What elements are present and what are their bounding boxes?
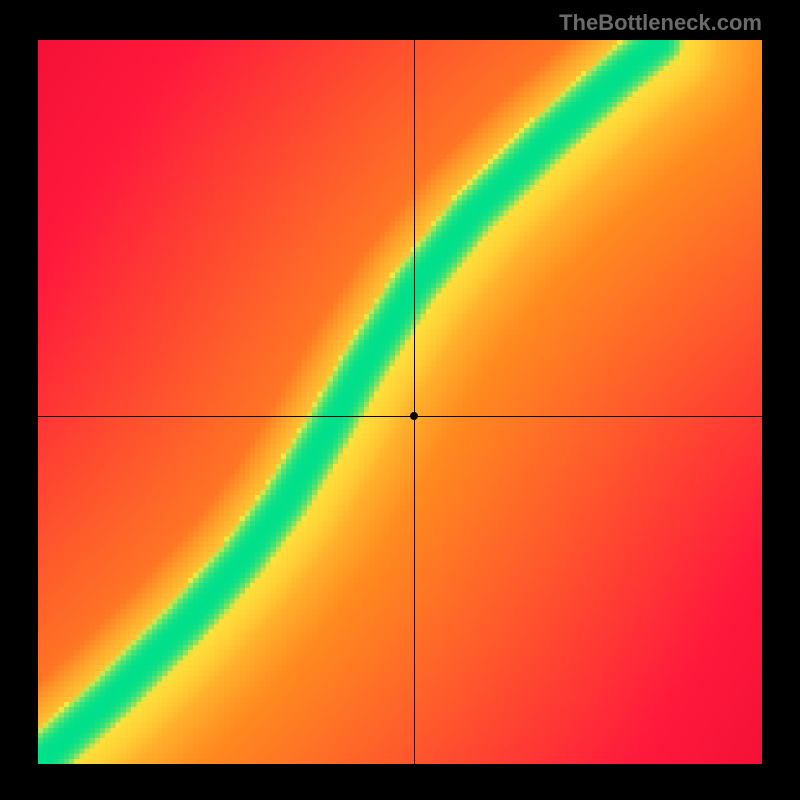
watermark-text: TheBottleneck.com [559,10,762,36]
heatmap-plot [38,40,762,764]
crosshair-horizontal [38,416,762,417]
crosshair-vertical [414,40,415,764]
heatmap-canvas [38,40,762,764]
chart-container: TheBottleneck.com [0,0,800,800]
